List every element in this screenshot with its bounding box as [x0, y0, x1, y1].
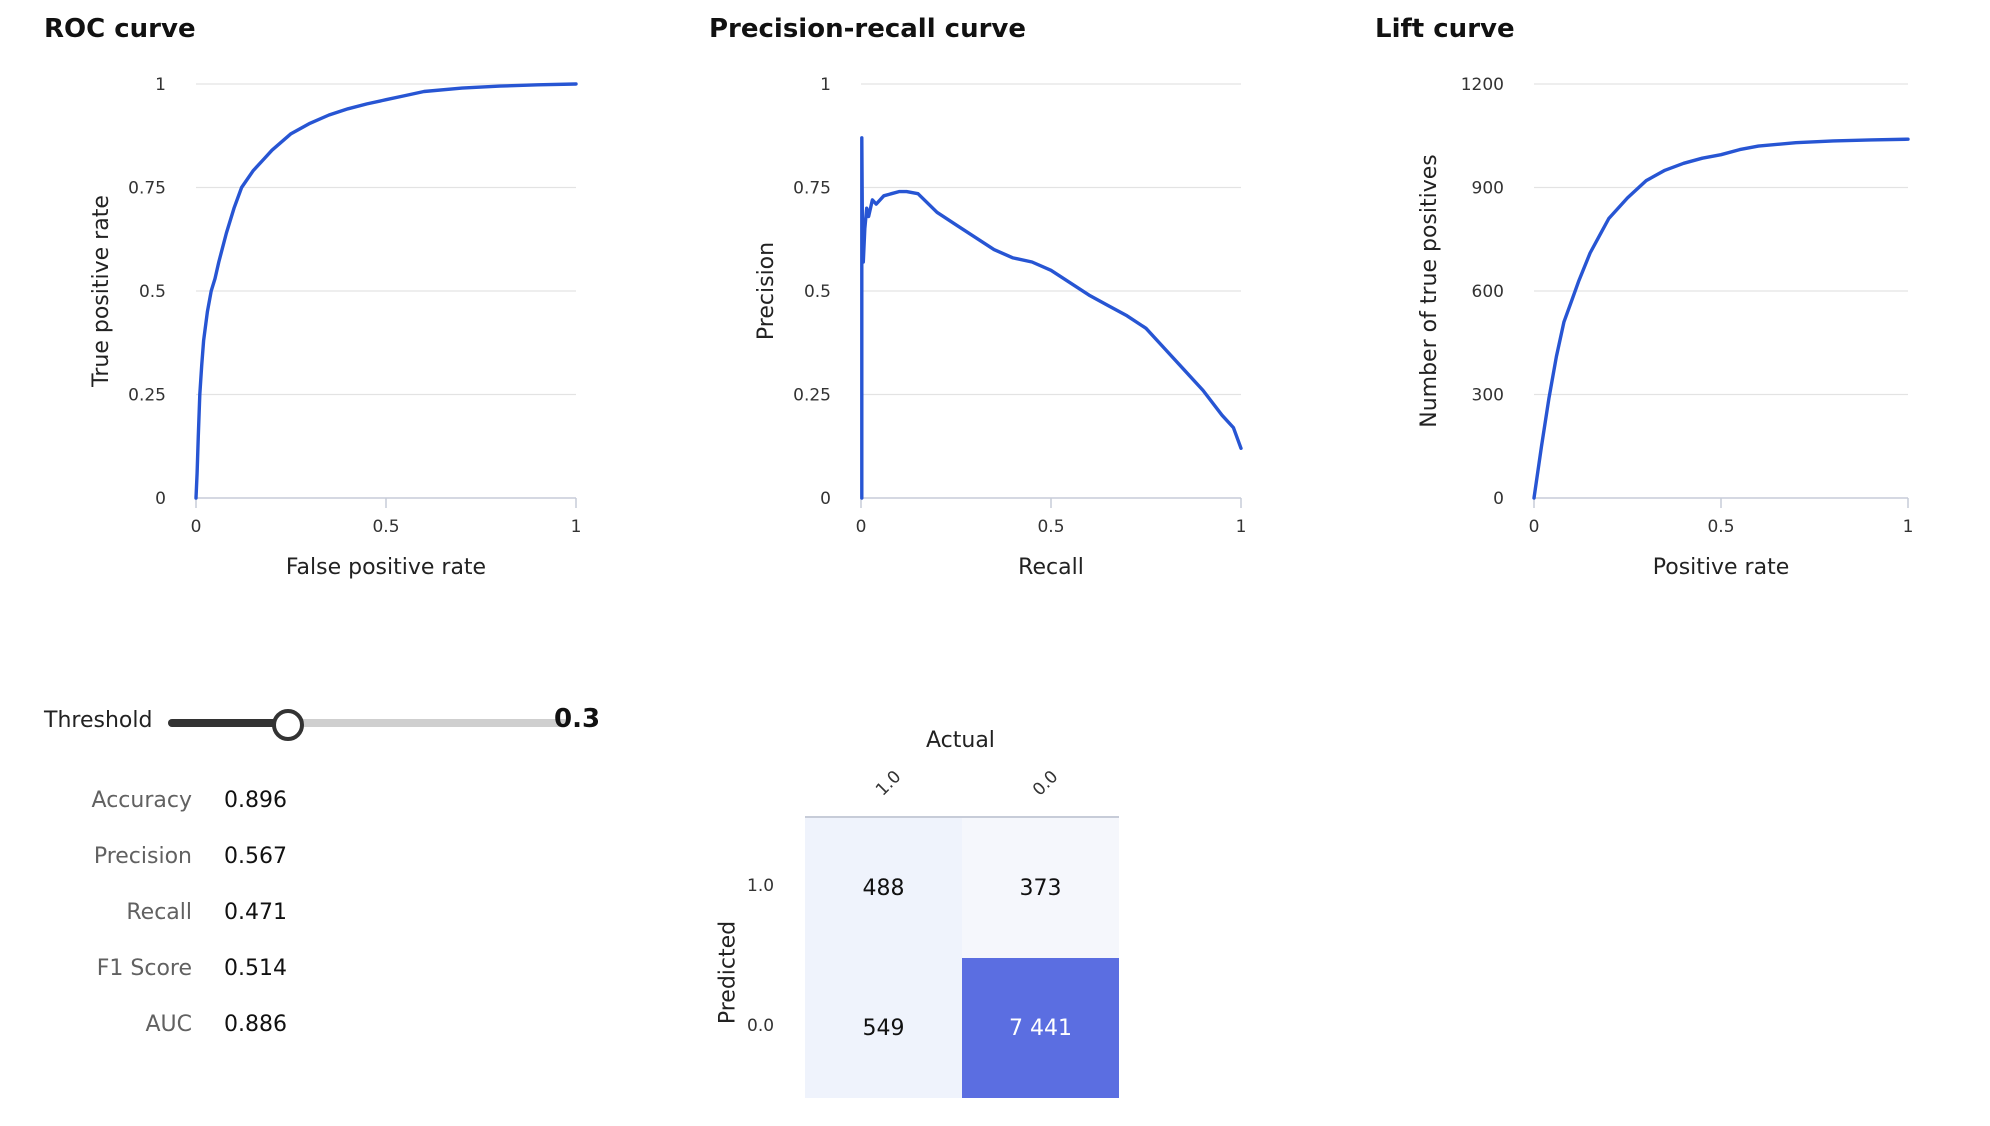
confusion-matrix-cell: 373 [962, 818, 1119, 958]
y-tick-label: 900 [1472, 179, 1504, 199]
metrics-list: Accuracy 0.896 Precision 0.567 Recall 0.… [44, 780, 344, 1060]
x-tick-label: 0.5 [372, 517, 399, 537]
y-tick-label: 0.25 [128, 386, 166, 406]
threshold-value: 0.3 [554, 704, 601, 734]
y-tick-label: 1 [155, 75, 166, 95]
x-tick-label: 1 [571, 517, 582, 537]
metric-name: Accuracy [91, 788, 192, 813]
x-axis-label: Recall [1018, 555, 1084, 580]
lift-chart: 0 300 600 900 1200 0 0.5 1 Positive rate Number… [1417, 75, 1914, 580]
pr-curve-line [860, 136, 1243, 500]
x-tick-label: 1 [1236, 517, 1247, 537]
y-tick-label: 0.75 [793, 179, 831, 199]
threshold-slider-thumb[interactable] [272, 709, 304, 741]
y-tick-label: 0.25 [793, 386, 831, 406]
confusion-matrix-cell: 549 [805, 958, 962, 1098]
x-axis-label: False positive rate [286, 555, 486, 580]
threshold-slider[interactable] [168, 709, 568, 741]
lift-chart-title: Lift curve [1375, 14, 1515, 44]
confusion-matrix-cell: 7 441 [962, 958, 1119, 1098]
metric-row-recall: Recall 0.471 [44, 892, 344, 948]
y-tick-label: 1 [820, 75, 831, 95]
metric-row-auc: AUC 0.886 [44, 1004, 344, 1060]
y-tick-label: 300 [1472, 386, 1504, 406]
y-tick-label: 0.5 [139, 282, 166, 302]
roc-chart: 0 0.25 0.5 0.75 1 0 0.5 1 False positive rate T… [89, 75, 582, 580]
precision-recall-chart: 0 0.25 0.5 0.75 1 0 0.5 1 Recall Precision [754, 75, 1247, 580]
confusion-matrix-column-label: 0.0 [1029, 766, 1063, 801]
metric-value: 0.514 [224, 956, 287, 981]
y-axis-label: Number of true positives [1417, 154, 1442, 427]
metric-name: Precision [93, 844, 192, 869]
confusion-matrix-predicted-label: Predicted [715, 920, 741, 1025]
y-tick-label: 0 [820, 489, 831, 509]
confusion-matrix-row-label: 1.0 [747, 876, 775, 896]
confusion-matrix: 488 373 549 7 441 [805, 816, 1119, 1100]
confusion-matrix-cell: 488 [805, 818, 962, 958]
metric-row-f1-score: F1 Score 0.514 [44, 948, 344, 1004]
metric-name: Recall [126, 900, 192, 925]
x-tick-label: 0 [1529, 517, 1540, 537]
confusion-matrix-row-label: 0.0 [747, 1016, 775, 1036]
metric-row-precision: Precision 0.567 [44, 836, 344, 892]
y-tick-label: 0.5 [804, 282, 831, 302]
confusion-matrix-actual-label: Actual [926, 728, 995, 753]
lift-curve-line [1532, 137, 1910, 500]
x-tick-label: 0.5 [1707, 517, 1734, 537]
y-tick-label: 0 [155, 489, 166, 509]
threshold-label: Threshold [44, 708, 153, 733]
threshold-control: Threshold 0.3 [44, 702, 604, 742]
roc-chart-title: ROC curve [44, 14, 196, 44]
y-tick-label: 1200 [1461, 75, 1504, 95]
roc-curve-line [194, 82, 578, 500]
metric-row-accuracy: Accuracy 0.896 [44, 780, 344, 836]
confusion-matrix-column-label: 1.0 [872, 766, 906, 801]
y-axis-label: True positive rate [89, 195, 114, 388]
y-tick-label: 0 [1493, 489, 1504, 509]
threshold-slider-fill [168, 719, 288, 727]
x-tick-label: 0.5 [1037, 517, 1064, 537]
x-tick-label: 0 [856, 517, 867, 537]
pr-chart-title: Precision-recall curve [709, 14, 1027, 44]
x-tick-label: 1 [1903, 517, 1914, 537]
metric-value: 0.471 [224, 900, 287, 925]
metric-value: 0.886 [224, 1012, 287, 1037]
y-tick-label: 600 [1472, 282, 1504, 302]
y-axis-label: Precision [754, 242, 779, 340]
y-tick-label: 0.75 [128, 179, 166, 199]
metric-value: 0.896 [224, 788, 287, 813]
x-tick-label: 0 [191, 517, 202, 537]
metric-name: F1 Score [96, 956, 192, 981]
x-axis-label: Positive rate [1653, 555, 1790, 580]
metric-name: AUC [145, 1012, 192, 1037]
metric-value: 0.567 [224, 844, 287, 869]
